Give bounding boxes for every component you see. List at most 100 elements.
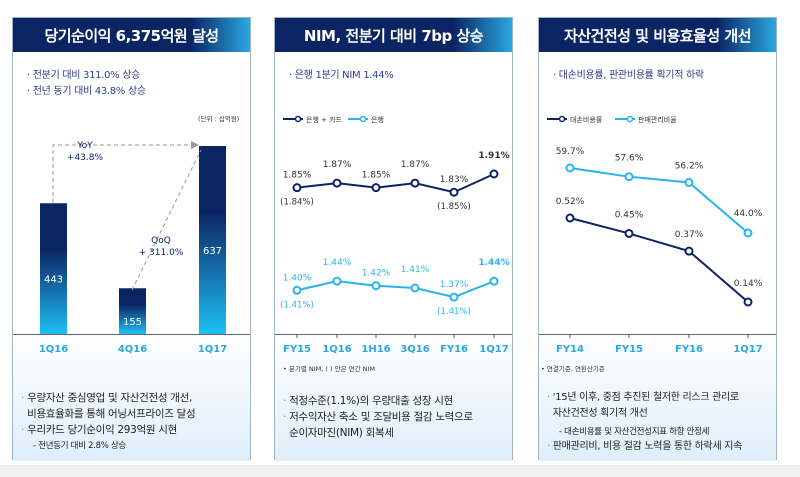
- series-line-대손비용률: [569, 217, 749, 303]
- annual-nim-label: (1.41%): [437, 307, 471, 317]
- arrow-head: [191, 141, 199, 149]
- series-line-은행: [296, 280, 495, 299]
- legend-marker: [626, 115, 634, 123]
- bar-value-label: 155: [123, 317, 142, 328]
- legend-marker: [294, 115, 302, 123]
- qoq-label: QoQ: [151, 236, 171, 246]
- note-sub: - 전년동기 대비 2.8% 상승: [33, 441, 126, 451]
- data-label: 1.44%: [323, 258, 352, 268]
- data-label: 1.87%: [401, 160, 430, 170]
- x-tick-label: FY16: [675, 344, 703, 355]
- bullet: · 전분기 대비 311.0% 상승: [27, 70, 141, 81]
- bar-4Q16: [119, 288, 146, 334]
- bullet: · 은행 1분기 NIM 1.44%: [289, 70, 394, 81]
- footnote: • 분기별 NIM, ( ) 안은 연간 NIM: [283, 365, 376, 373]
- footnote: • 연결기준, 연환산기준: [541, 365, 605, 373]
- x-tick-label: 1Q17: [198, 344, 227, 355]
- panel-asset-quality: 자산건전성 및 비용효율성 개선 · 대손비용률, 판관비용률 획기적 하락 •…: [538, 17, 777, 461]
- annual-nim-label: (1.84%): [280, 198, 314, 208]
- data-label: 1.40%: [283, 273, 312, 283]
- data-point: [371, 183, 381, 193]
- note: · 판매관리비, 비용 절감 노력을 통한 하락세 지속: [547, 441, 743, 452]
- data-point: [684, 246, 694, 256]
- x-tick-label: 4Q16: [118, 344, 147, 355]
- data-label: 0.52%: [556, 197, 585, 207]
- x-tick-label: 1Q17: [479, 344, 508, 355]
- data-label: 0.14%: [734, 279, 763, 289]
- legend-label: 은행: [371, 115, 384, 124]
- x-tick-label: FY15: [615, 344, 643, 355]
- panel-nim: NIM, 전분기 대비 7bp 상승 · 은행 1분기 NIM 1.44% • …: [274, 17, 513, 461]
- note-sub: - 대손비용률 및 자산건전성지표 하향 안정세: [559, 427, 710, 437]
- data-point: [489, 169, 499, 179]
- data-point: [292, 183, 302, 193]
- note: · '15년 이후, 중점 추진된 철저한 리스크 관리로 자산건전성 획기적 …: [547, 392, 739, 419]
- data-point: [565, 213, 575, 223]
- unit-label: (단위 : 십억원): [198, 115, 240, 123]
- footer-band: [0, 465, 800, 477]
- data-label: 1.42%: [362, 269, 391, 279]
- data-label: 1.41%: [401, 265, 430, 275]
- data-label: 0.37%: [675, 230, 704, 240]
- panel-title: 자산건전성 및 비용효율성 개선: [539, 18, 776, 52]
- data-point: [743, 228, 753, 238]
- cost-line-chart: 대손비용률 판매관리비율 0.52% 0.45% 0.37% 0.14% 59.7% 57.6…: [547, 115, 763, 355]
- data-label: 1.44%: [478, 258, 509, 268]
- data-point: [410, 283, 420, 293]
- qoq-value: + 311.0%: [139, 248, 184, 258]
- data-label: 1.91%: [478, 151, 509, 161]
- data-label: 1.85%: [362, 171, 391, 181]
- x-tick-label: 1Q16: [39, 344, 68, 355]
- legend-label: 판매관리비율: [638, 115, 677, 124]
- nim-line-chart: 은행 + 카드 은행 1.85% 1.87% 1.85% 1.87% 1.83% 1.91% (…: [280, 115, 509, 355]
- legend-marker: [359, 115, 367, 123]
- data-label: 56.2%: [675, 161, 704, 171]
- x-tick-label: FY16: [440, 344, 468, 355]
- legend-label: 대손비용률: [570, 115, 603, 124]
- data-point: [489, 276, 499, 286]
- data-label: 1.85%: [283, 171, 312, 181]
- x-tick-label: 1Q17: [733, 344, 762, 355]
- note: · 우량자산 중심영업 및 자산건전성 개선, 비용효율화를 통해 어닝서프라이…: [21, 392, 196, 436]
- yoy-label: YoY: [76, 141, 93, 151]
- data-point: [565, 163, 575, 173]
- bullet: · 전년 동기 대비 43.8% 상승: [27, 86, 146, 97]
- notes-area: [275, 334, 512, 461]
- data-label: 59.7%: [556, 147, 585, 157]
- data-point: [684, 177, 694, 187]
- bar-1Q16: [40, 203, 67, 334]
- x-tick-label: 1H16: [361, 344, 390, 355]
- data-point: [332, 276, 342, 286]
- bar-value-label: 443: [44, 275, 63, 286]
- bar-chart: 443 1Q16 155 4Q16 637 1Q17 YoY +43.8% QoQ + 311.0…: [39, 141, 227, 355]
- panel-title: 당기순이익 6,375억원 달성: [13, 18, 250, 52]
- annual-nim-label: (1.85%): [437, 202, 471, 212]
- yoy-value: +43.8%: [67, 153, 104, 163]
- data-label: 1.37%: [440, 280, 469, 290]
- data-point: [292, 285, 302, 295]
- notes-area: [13, 334, 250, 461]
- data-label: 57.6%: [615, 154, 644, 164]
- series-line-판매관리비율: [569, 167, 749, 234]
- data-label: 0.45%: [615, 210, 644, 220]
- bullet: · 대손비용률, 판관비용률 획기적 하락: [553, 70, 704, 81]
- data-label: 1.87%: [323, 160, 352, 170]
- data-label: 44.0%: [734, 209, 763, 219]
- x-tick-label: FY14: [556, 344, 584, 355]
- data-point: [624, 172, 634, 182]
- x-tick-label: FY15: [283, 344, 311, 355]
- annual-nim-label: (1.41%): [280, 300, 314, 310]
- data-point: [449, 187, 459, 197]
- data-point: [743, 297, 753, 307]
- data-point: [371, 281, 381, 291]
- bar-value-label: 637: [203, 246, 222, 257]
- yoy-arrow: [52, 144, 196, 203]
- qoq-arrow: [131, 149, 202, 291]
- legend-label: 은행 + 카드: [306, 115, 343, 124]
- data-label: 1.83%: [440, 175, 469, 185]
- x-tick-label: 1Q16: [322, 344, 351, 355]
- legend-marker: [558, 115, 566, 123]
- note: · 적정수준(1.1%)의 우량대출 성장 시현 · 저수익자산 축소 및 조달비…: [283, 395, 473, 439]
- data-point: [332, 178, 342, 188]
- data-point: [449, 292, 459, 302]
